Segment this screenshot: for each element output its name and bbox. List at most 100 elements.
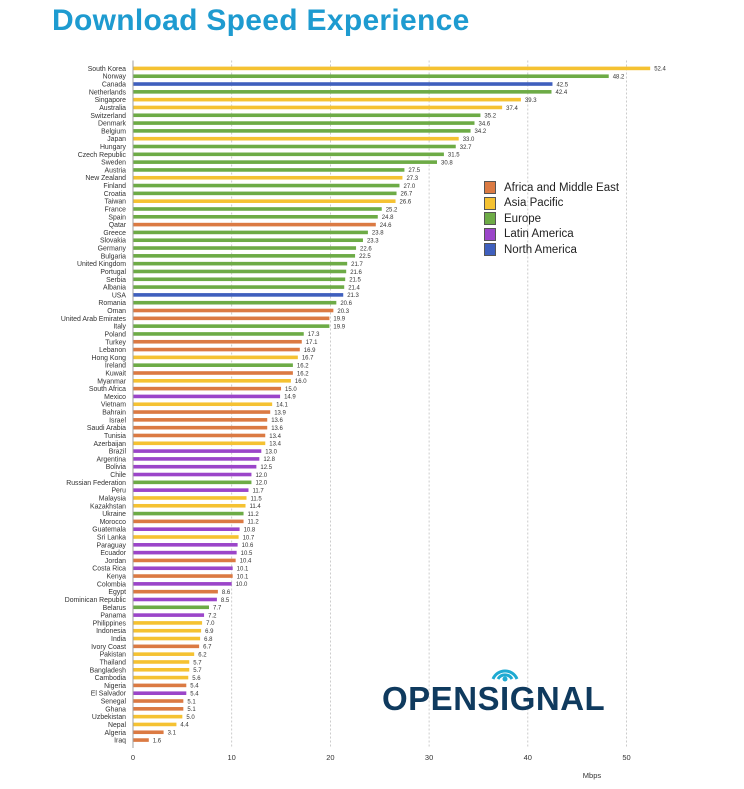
bar — [133, 97, 521, 102]
bar — [133, 511, 244, 516]
x-axis-label: Mbps — [583, 771, 602, 780]
category-label: Israel — [109, 417, 126, 424]
data-label: 6.7 — [203, 645, 212, 651]
bar — [133, 199, 396, 203]
category-label: Ukraine — [102, 511, 126, 518]
legend-swatch — [484, 196, 496, 210]
bar — [133, 707, 184, 711]
signal-waves-icon — [491, 669, 519, 682]
bar — [133, 363, 293, 367]
bar — [133, 628, 202, 633]
legend-item: Europe — [484, 211, 619, 227]
data-label: 16.7 — [302, 356, 314, 362]
bar — [133, 410, 271, 414]
legend-item: Africa and Middle East — [484, 180, 619, 196]
category-label: Switzerland — [90, 113, 126, 120]
category-label: Lebanon — [99, 347, 126, 354]
category-label: Iraq — [114, 738, 126, 745]
category-label: Canada — [102, 82, 126, 89]
data-label: 34.6 — [479, 121, 491, 127]
category-label: Philippines — [93, 620, 127, 627]
bar — [133, 574, 233, 578]
category-label: Thailand — [100, 659, 127, 666]
bar — [133, 269, 347, 274]
bar — [133, 355, 298, 360]
category-label: Italy — [113, 324, 126, 331]
data-label: 11.4 — [250, 504, 262, 510]
legend-label: Latin America — [504, 228, 574, 241]
category-label: Azerbaijan — [93, 441, 126, 448]
bar — [133, 339, 302, 344]
bar — [133, 277, 346, 282]
category-label: Norway — [103, 74, 127, 81]
data-label: 10.1 — [237, 574, 249, 580]
category-label: Turkey — [105, 339, 126, 346]
category-label: Peru — [111, 488, 126, 495]
category-label: Egypt — [108, 589, 126, 596]
data-label: 23.3 — [367, 239, 379, 245]
data-label: 16.0 — [295, 379, 307, 385]
data-label: 14.9 — [284, 395, 296, 401]
category-label: Taiwan — [105, 199, 127, 206]
bar — [133, 105, 503, 110]
bar — [133, 90, 552, 94]
bar — [133, 144, 456, 149]
x-tick-label: 10 — [228, 753, 236, 762]
category-label: Ireland — [105, 363, 126, 370]
category-label: United Arab Emirates — [61, 316, 127, 323]
category-label: South Africa — [89, 386, 126, 393]
data-label: 13.6 — [271, 426, 283, 432]
category-label: Russian Federation — [66, 480, 126, 487]
legend-label: Africa and Middle East — [504, 181, 620, 194]
data-label: 20.6 — [340, 301, 352, 307]
data-label: 22.5 — [359, 254, 371, 260]
bar — [133, 488, 249, 492]
bar — [133, 66, 651, 71]
data-label: 7.2 — [208, 613, 217, 619]
data-label: 33.0 — [463, 137, 475, 143]
logo-letter-i: I — [500, 680, 510, 717]
data-label: 35.2 — [484, 114, 496, 120]
category-label: Bulgaria — [101, 253, 126, 260]
bar — [133, 230, 368, 235]
category-label: Croatia — [104, 191, 126, 198]
data-label: 16.2 — [297, 371, 309, 377]
data-label: 30.8 — [441, 160, 453, 166]
x-tick-label: 20 — [326, 753, 334, 762]
bar — [133, 589, 218, 594]
bar — [133, 566, 233, 571]
data-label: 5.4 — [190, 692, 199, 698]
bar — [133, 175, 403, 180]
bar — [133, 660, 190, 664]
data-label: 13.4 — [269, 434, 281, 440]
legend-swatch — [484, 181, 496, 195]
data-label: 34.2 — [475, 129, 487, 135]
category-label: Saudi Arabia — [87, 425, 126, 432]
category-label: Kenya — [106, 574, 126, 581]
data-label: 21.7 — [351, 262, 363, 268]
data-label: 19.9 — [333, 317, 345, 323]
category-label: Brazil — [109, 449, 127, 456]
bar — [133, 371, 293, 375]
bar — [133, 527, 240, 531]
category-label: Indonesia — [96, 628, 126, 635]
data-label: 19.9 — [333, 324, 345, 330]
category-label: Colombia — [97, 581, 126, 588]
bar — [133, 332, 304, 336]
logo-text-start: OPENS — [382, 680, 501, 717]
bar — [133, 472, 252, 477]
category-label: Romania — [98, 300, 126, 307]
bar — [133, 582, 232, 586]
bar — [133, 496, 247, 500]
data-label: 26.7 — [401, 192, 413, 198]
bar — [133, 261, 348, 266]
category-label: Denmark — [98, 121, 127, 128]
category-label: Senegal — [101, 699, 127, 706]
category-label: Vietnam — [101, 402, 126, 409]
data-label: 1.6 — [153, 738, 162, 744]
data-label: 6.9 — [205, 629, 214, 635]
bar — [133, 74, 609, 79]
bar — [133, 379, 291, 383]
category-label: Chile — [110, 472, 126, 479]
data-label: 24.6 — [380, 223, 392, 229]
